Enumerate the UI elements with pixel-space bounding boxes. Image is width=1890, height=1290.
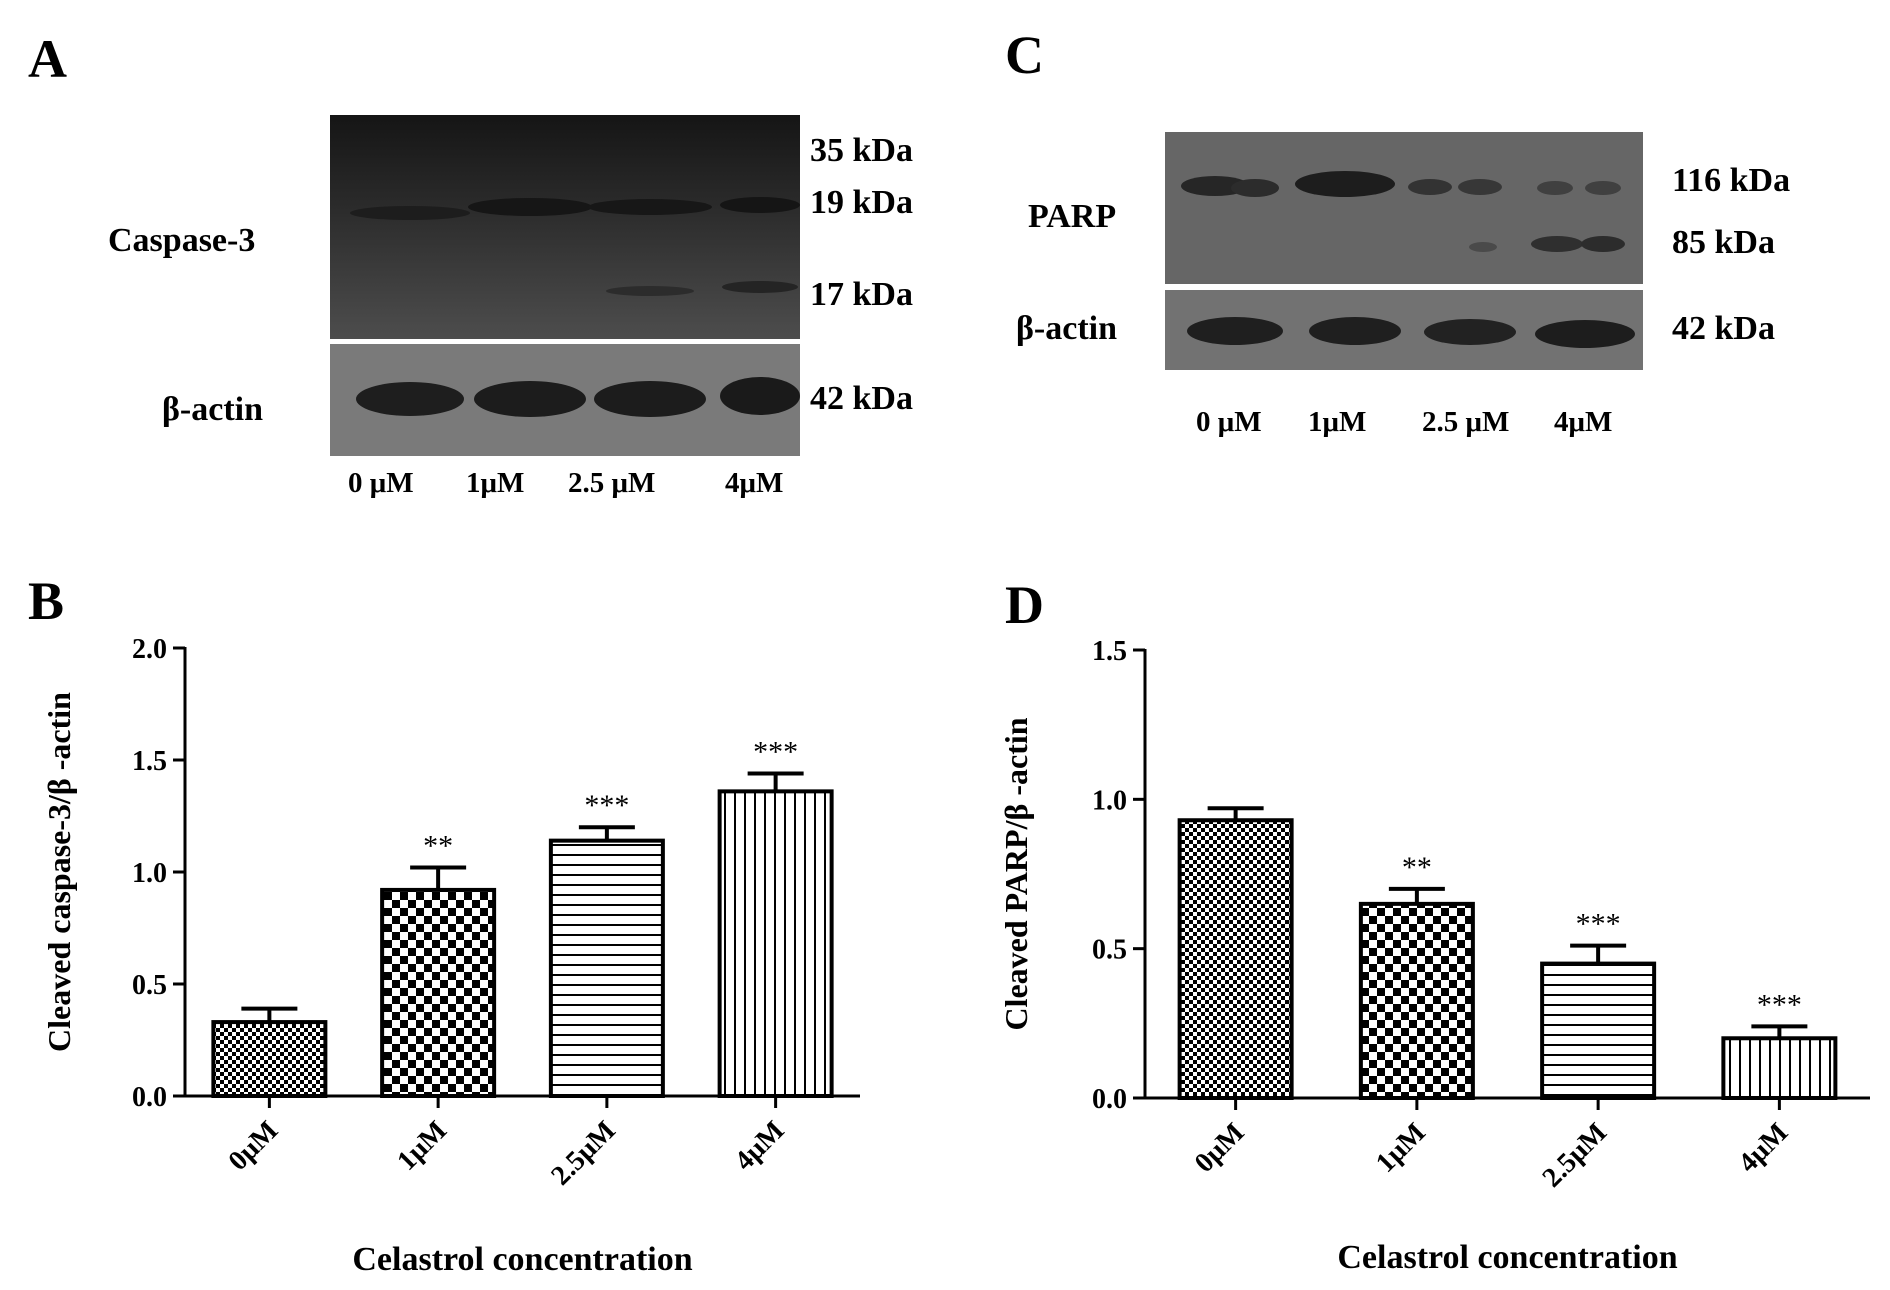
- caspase3-bar-chart: 0.0 0.5 1.0 1.5 2.0 0μM ** 1μM *** 2.5μM *** 4μM Cel…: [41, 634, 860, 1278]
- y-tick-label: 0.0: [1092, 1084, 1127, 1115]
- panel-label-c: C: [1005, 25, 1044, 85]
- caspase3-row-label: Caspase-3: [108, 222, 256, 259]
- significance-label: **: [423, 830, 453, 863]
- actin-row-label-a: β-actin: [162, 391, 264, 428]
- y-tick-label: 1.5: [132, 746, 167, 777]
- x-tick-label: 0μM: [1189, 1117, 1251, 1179]
- y-tick-label: 1.5: [1092, 636, 1127, 667]
- caspase3-blot: [330, 115, 800, 339]
- marker-42kda-a: 42 kDa: [810, 380, 913, 417]
- bar: [1721, 1036, 1838, 1100]
- significance-label: **: [1402, 851, 1432, 884]
- y-tick-label: 1.0: [1092, 785, 1127, 816]
- x-tick-label: 2.5μM: [545, 1115, 622, 1192]
- y-tick-label: 0.5: [132, 970, 167, 1001]
- y-tick-label: 1.0: [132, 858, 167, 889]
- lane-label-a-0: 0 μM: [348, 467, 414, 499]
- actin-blot-a: [330, 344, 800, 456]
- x-tick-label: 4μM: [1733, 1117, 1795, 1179]
- lane-label-c-1: 1μM: [1308, 406, 1367, 438]
- marker-19kda: 19 kDa: [810, 184, 913, 221]
- bar: [1358, 901, 1475, 1100]
- bar: [211, 1020, 328, 1098]
- x-tick-label: 0μM: [223, 1115, 285, 1177]
- parp-blot: [1165, 132, 1643, 284]
- significance-label: ***: [1757, 988, 1802, 1021]
- panel-label-b: B: [28, 571, 65, 631]
- bar: [380, 887, 497, 1099]
- marker-35kda: 35 kDa: [810, 132, 913, 169]
- actin-row-label-c: β-actin: [1016, 310, 1118, 347]
- bar: [1540, 961, 1657, 1100]
- x-tick-label: 1μM: [1370, 1117, 1432, 1179]
- bar: [548, 838, 665, 1098]
- lane-label-a-3: 4μM: [725, 467, 784, 499]
- significance-label: ***: [753, 735, 798, 768]
- panel-label-d: D: [1005, 575, 1044, 635]
- lane-label-c-2: 2.5 μM: [1422, 406, 1510, 438]
- bar: [1177, 818, 1294, 1101]
- bar: [717, 789, 834, 1099]
- x-axis-title: Celastrol concentration: [1337, 1239, 1677, 1276]
- lane-label-c-0: 0 μM: [1196, 406, 1262, 438]
- marker-17kda: 17 kDa: [810, 276, 913, 313]
- significance-label: ***: [584, 789, 629, 822]
- marker-85kda: 85 kDa: [1672, 224, 1775, 261]
- y-tick-label: 0.0: [132, 1082, 167, 1113]
- marker-116kda: 116 kDa: [1672, 162, 1791, 199]
- x-tick-label: 2.5μM: [1536, 1117, 1613, 1194]
- lane-label-a-2: 2.5 μM: [568, 467, 656, 499]
- x-tick-label: 4μM: [729, 1115, 791, 1177]
- lane-label-c-3: 4μM: [1554, 406, 1613, 438]
- marker-42kda-c: 42 kDa: [1672, 310, 1775, 347]
- y-axis-title: Cleaved caspase-3/β -actin: [41, 692, 77, 1052]
- lane-label-a-1: 1μM: [466, 467, 525, 499]
- y-axis-title: Cleaved PARP/β -actin: [998, 717, 1034, 1030]
- parp-row-label: PARP: [1028, 198, 1117, 235]
- significance-label: ***: [1576, 908, 1621, 941]
- x-axis-title: Celastrol concentration: [352, 1241, 692, 1278]
- parp-bar-chart: 0.0 0.5 1.0 1.5 0μM ** 1μM *** 2.5μM *** 4μM Celast…: [998, 636, 1870, 1276]
- actin-blot-c: [1165, 290, 1643, 370]
- x-tick-label: 1μM: [391, 1115, 453, 1177]
- panel-label-a: A: [28, 29, 67, 89]
- y-tick-label: 0.5: [1092, 935, 1127, 966]
- y-tick-label: 2.0: [132, 634, 167, 665]
